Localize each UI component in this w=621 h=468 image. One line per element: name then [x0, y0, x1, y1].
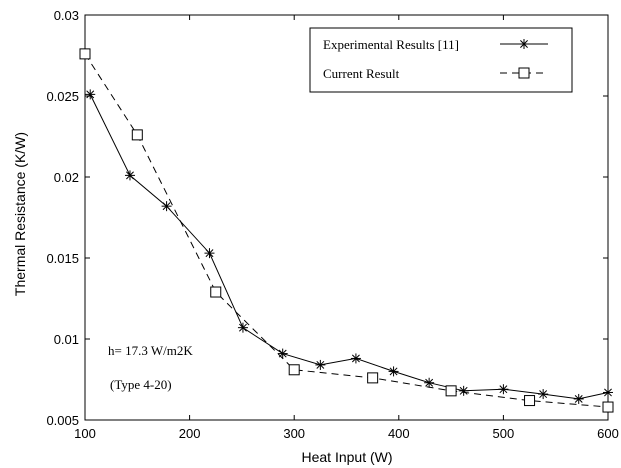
- x-tick-label: 100: [74, 426, 96, 441]
- legend-asterisk-glyph: [519, 39, 529, 49]
- y-tick-label: 0.02: [54, 170, 79, 185]
- data-point-square: [131, 129, 143, 141]
- axes: [84, 14, 609, 421]
- data-point-square: [79, 48, 91, 60]
- annotation-type: (Type 4-20): [110, 377, 172, 392]
- x-tick-label: 400: [388, 426, 410, 441]
- x-tick-label: 300: [283, 426, 305, 441]
- data-point-asterisk: [424, 377, 435, 388]
- data-point-asterisk: [237, 322, 248, 333]
- legend-square-marker: [518, 67, 530, 79]
- y-tick-label: 0.025: [46, 89, 79, 104]
- x-tick-label: 200: [179, 426, 201, 441]
- data-point-asterisk: [388, 366, 399, 377]
- data-point-asterisk: [498, 384, 509, 395]
- x-axis-label: Heat Input (W): [301, 449, 392, 465]
- data-point-asterisk: [458, 385, 469, 396]
- data-point-square: [210, 286, 222, 298]
- legend-label-current: Current Result: [323, 66, 400, 81]
- data-point-square: [445, 385, 457, 397]
- data-point-asterisk: [538, 389, 549, 400]
- data-point-asterisk: [161, 201, 172, 212]
- data-point-asterisk: [277, 348, 288, 359]
- x-tick-label: 500: [493, 426, 515, 441]
- data-point-square: [524, 395, 536, 407]
- series-line-1: [84, 53, 609, 408]
- y-tick-label: 0.015: [46, 251, 79, 266]
- x-tick-label: 600: [597, 426, 619, 441]
- data-point-square: [602, 401, 614, 413]
- data-point-square: [367, 372, 379, 384]
- plot-frame: [84, 14, 609, 421]
- legend-asterisk-marker: [519, 39, 529, 49]
- annotation-h-value: h= 17.3 W/m2K: [108, 343, 193, 358]
- data-point-asterisk: [204, 248, 215, 259]
- legend: Experimental Results [11] Current Result: [309, 27, 573, 93]
- data-point-asterisk: [573, 393, 584, 404]
- data-point-square: [288, 364, 300, 376]
- legend-label-experimental: Experimental Results [11]: [323, 37, 459, 52]
- y-tick-label: 0.005: [46, 413, 79, 428]
- series-layer: [79, 48, 614, 413]
- ticks: 100 200 300 400 500 600 0.005 0.01 0.015 0.02 0.02…: [46, 8, 618, 441]
- data-point-asterisk: [603, 387, 613, 398]
- y-tick-label: 0.01: [54, 332, 79, 347]
- data-point-asterisk: [315, 359, 326, 370]
- data-point-asterisk: [85, 89, 96, 100]
- legend-box: [309, 27, 573, 93]
- y-axis-label: Thermal Resistance (K/W): [12, 132, 28, 296]
- y-tick-label: 0.03: [54, 8, 79, 23]
- data-point-asterisk: [350, 353, 361, 364]
- data-point-asterisk: [124, 170, 135, 181]
